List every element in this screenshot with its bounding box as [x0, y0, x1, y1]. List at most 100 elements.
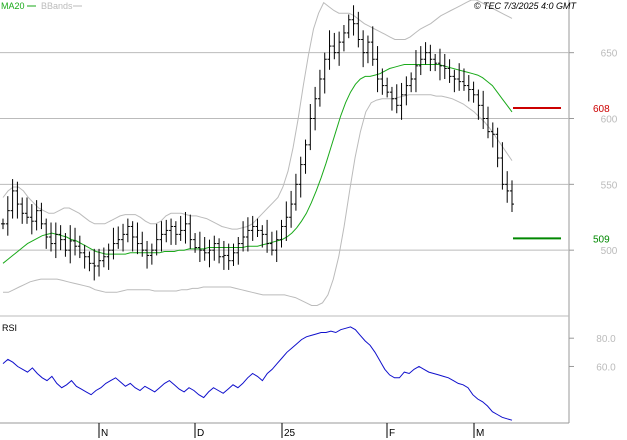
ohlc-bar — [20, 197, 25, 224]
ohlc-bar — [365, 35, 370, 64]
ohlc-bar — [399, 82, 404, 120]
date-tick-label: M — [476, 428, 484, 439]
ohlc-bar — [351, 5, 356, 36]
price-grid — [0, 52, 569, 317]
price-y-ticks: 500 550 600 650 — [569, 49, 618, 257]
ohlc-bar — [178, 215, 183, 241]
copyright-label: © TEC 7/3/2025 4:0 GMT — [474, 1, 578, 11]
ohlc-bar — [125, 218, 130, 243]
ohlc-bar — [130, 221, 135, 252]
date-tick-label: N — [101, 428, 108, 439]
ohlc-bar — [327, 30, 332, 70]
ohlc-bar — [293, 173, 298, 211]
ohlc-bar — [317, 69, 322, 107]
ohlc-bar — [68, 225, 73, 264]
date-tick-label: D — [197, 428, 204, 439]
date-tick-label: 25 — [284, 428, 296, 439]
ohlc-bar — [265, 219, 270, 253]
ohlc-bar — [202, 237, 207, 261]
ohlc-bar — [241, 221, 246, 252]
ohlc-bar — [207, 239, 212, 268]
ohlc-bar — [466, 75, 471, 102]
ohlc-bar — [313, 86, 318, 131]
ohlc-bar — [49, 222, 54, 252]
ohlc-bar — [53, 222, 58, 259]
price-tick-label: 600 — [601, 115, 618, 126]
ohlc-bar — [92, 248, 97, 281]
ohlc-bar — [154, 223, 159, 256]
rsi-tick-label: 80.0 — [596, 334, 616, 345]
ohlc-bar — [409, 72, 414, 93]
ma20-line-group — [2, 64, 513, 264]
ohlc-bar — [10, 179, 15, 219]
ohlc-bar — [140, 231, 145, 257]
ohlc-bar — [39, 202, 44, 230]
rsi-line-group — [2, 326, 513, 421]
ohlc-bar — [245, 217, 250, 252]
ohlc-bar — [197, 231, 202, 263]
ohlc-bar — [44, 218, 49, 249]
ohlc-bar — [193, 233, 198, 253]
ohlc-bar — [495, 127, 500, 168]
rsi-line — [2, 326, 513, 421]
ohlc-bar — [87, 251, 92, 272]
ohlc-bar — [356, 11, 361, 48]
ohlc-bar — [476, 89, 481, 120]
support-level-label: 509 — [593, 234, 610, 245]
ohlc-bar — [423, 42, 428, 65]
bband-lower-line — [3, 94, 513, 306]
ohlc-bar — [505, 171, 510, 203]
bband-upper-line — [2, 0, 513, 230]
ohlc-bar — [418, 46, 423, 76]
ohlc-bar — [25, 197, 30, 224]
ohlc-bar — [361, 30, 366, 68]
ohlc-bar — [461, 68, 466, 91]
ohlc-bar — [164, 219, 169, 243]
ohlc-bar — [73, 227, 78, 256]
ohlc-bar — [106, 243, 111, 270]
ohlc-bar — [457, 63, 462, 91]
ohlc-bar — [308, 104, 313, 151]
ohlc-bar — [226, 243, 231, 270]
ohlc-bar — [34, 200, 39, 231]
ohlc-bar — [437, 48, 442, 81]
price-tick-label: 500 — [601, 246, 618, 257]
level-annotations: 608 509 — [513, 104, 610, 245]
ohlc-bar — [385, 77, 390, 98]
ohlc-bar — [341, 25, 346, 52]
ohlc-bar — [346, 14, 351, 39]
ohlc-bar — [284, 201, 289, 241]
ohlc-bar — [289, 190, 294, 228]
ohlc-bar — [279, 219, 284, 248]
ohlc-bar — [250, 215, 255, 241]
ohlc-bars — [1, 5, 514, 281]
ma20-line — [2, 64, 513, 264]
ohlc-bar — [169, 218, 174, 245]
ohlc-bar — [269, 231, 274, 256]
ohlc-bar — [5, 196, 10, 236]
ohlc-bar — [183, 211, 188, 244]
ohlc-bar — [442, 53, 447, 79]
ohlc-bar — [413, 50, 418, 93]
ohlc-bar — [490, 122, 495, 148]
ohlc-bar — [510, 180, 514, 212]
bollinger-bands — [2, 0, 513, 306]
price-tick-label: 550 — [601, 180, 618, 191]
ohlc-bar — [15, 181, 20, 219]
ohlc-bar — [101, 247, 106, 268]
ohlc-bar — [173, 221, 178, 245]
ohlc-bar — [428, 44, 433, 72]
ohlc-bar — [116, 226, 121, 249]
ohlc-bar — [380, 68, 385, 95]
ohlc-bar — [236, 237, 241, 265]
ohlc-bar — [217, 238, 222, 264]
ohlc-bar — [389, 86, 394, 111]
ohlc-bar — [58, 225, 63, 251]
ohlc-bar — [471, 81, 476, 103]
ohlc-bar — [433, 53, 438, 72]
ohlc-bar — [82, 244, 87, 269]
date-tick-label: F — [389, 428, 395, 439]
ohlc-bar — [485, 106, 490, 139]
ohlc-bar — [212, 235, 217, 261]
